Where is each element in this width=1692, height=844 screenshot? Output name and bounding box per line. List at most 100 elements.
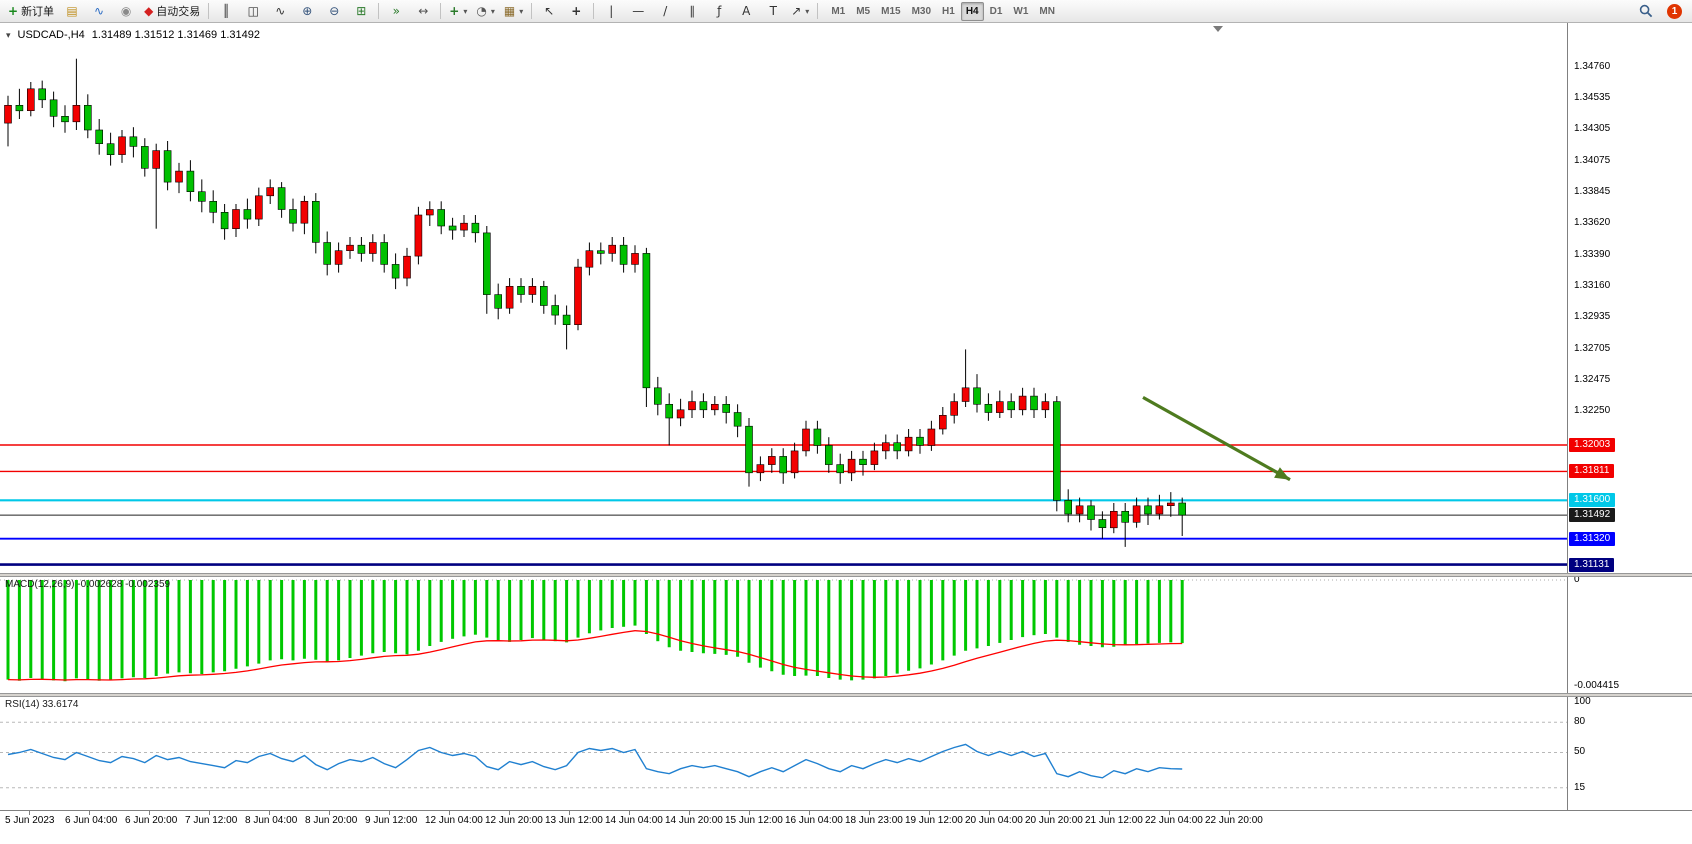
bar-chart-icon: ║ [222, 4, 230, 18]
rsi-scale-label: 15 [1574, 782, 1586, 793]
time-axis-tick [809, 811, 810, 815]
channel-button[interactable]: ∥ [679, 1, 705, 22]
caret-down-icon: ▾ [490, 6, 495, 16]
price-chart-canvas[interactable] [0, 23, 1567, 573]
arrows-button[interactable]: ↗ ▾ [787, 1, 813, 22]
chart-title: ▾ USDCAD-,H4 1.31489 1.31512 1.31469 1.3… [6, 29, 260, 41]
rsi-panel[interactable]: RSI(14) 33.6174 [0, 697, 1567, 810]
macd-scale-max: 0 [1574, 574, 1580, 585]
macd-canvas [0, 579, 1567, 682]
macd-label: MACD(12,26,9) -0.002628 -0.002359 [5, 579, 171, 590]
time-axis-label: 13 Jun 12:00 [545, 815, 603, 826]
search-button[interactable] [1633, 1, 1659, 22]
timeframe-m15-button[interactable]: M15 [881, 5, 901, 17]
macd-signal-line [7, 630, 1183, 681]
price-axis-label: 1.32475 [1574, 374, 1611, 385]
tick-chart-button[interactable]: ∿ [86, 1, 112, 22]
chart-shift-marker-icon [1213, 26, 1223, 32]
price-axis-label: 1.33390 [1574, 249, 1611, 260]
time-axis-label: 6 Jun 04:00 [65, 815, 118, 826]
candlestick-chart-button[interactable]: ◫ [240, 1, 266, 22]
one-click-trading-toggle[interactable]: ▾ [6, 29, 11, 40]
time-axis-label: 21 Jun 12:00 [1085, 815, 1143, 826]
sound-alert-icon: ◉ [120, 4, 132, 18]
zoom-out-button[interactable]: ⊖ [321, 1, 347, 22]
vertical-line-icon: | [609, 4, 614, 18]
label-icon: T [769, 4, 777, 18]
time-axis-label: 14 Jun 20:00 [665, 815, 723, 826]
price-axis-label: 1.32250 [1574, 405, 1611, 416]
timeframe-mn-button[interactable]: MN [1039, 5, 1055, 17]
main-chart-panel[interactable] [0, 23, 1567, 573]
zoom-in-button[interactable]: ⊕ [294, 1, 320, 22]
panel-splitter[interactable] [0, 693, 1692, 697]
price-tag: 1.31492 [1569, 508, 1616, 522]
timeframe-m5-button[interactable]: M5 [856, 5, 871, 17]
autotrading-button[interactable]: ◆ 自动交易 [140, 1, 204, 22]
caret-down-icon: ▾ [805, 6, 810, 16]
autotrading-icon: ◆ [144, 4, 154, 18]
tile-windows-button[interactable]: ⊞ [348, 1, 374, 22]
time-axis-tick [89, 811, 90, 815]
vertical-line-button[interactable]: | [598, 1, 624, 22]
time-axis-label: 5 Jun 2023 [5, 815, 55, 826]
horizontal-lines-layer [0, 444, 1567, 566]
tile-windows-icon: ⊞ [356, 4, 367, 18]
panel-splitter[interactable] [0, 573, 1692, 577]
toolbar-buttons: + 新订单 ▤ ∿ ◉ ◆ 自动交易 ║ ◫ ∿ ⊕ ⊖ ⊞» ↔ + ▾ ◔ ▾ ▦ ▾ ↖ + | — / ∥ ƒ A T ↗ ▾ [4, 1, 821, 22]
horizontal-line-button[interactable]: — [625, 1, 651, 22]
sound-alert-button[interactable]: ◉ [113, 1, 139, 22]
trend-arrow[interactable] [1142, 396, 1291, 482]
chart-shift-button[interactable]: ↔ [410, 1, 436, 22]
timeframe-w1-button[interactable]: W1 [1013, 5, 1029, 17]
chart-ohlc-quote: 1.31489 1.31512 1.31469 1.31492 [91, 29, 260, 41]
timeframe-d1-button[interactable]: D1 [989, 5, 1003, 17]
timeframe-h4-button[interactable]: H4 [960, 1, 984, 21]
time-axis-tick [389, 811, 390, 815]
price-axis[interactable]: 0 -0.004415 100 80 50 15 1.34760 1.34535 1… [1567, 23, 1692, 810]
time-axis-tick [629, 811, 630, 815]
templates-button[interactable]: ▦ ▾ [500, 1, 527, 22]
indicators-button[interactable]: + ▾ [445, 1, 471, 22]
caret-down-icon: ▾ [463, 6, 468, 16]
rsi-label: RSI(14) 33.6174 [5, 699, 79, 710]
text-button[interactable]: A [733, 1, 759, 22]
price-axis-label: 1.33845 [1574, 186, 1611, 197]
open-chart-button[interactable]: ▤ [59, 1, 85, 22]
toolbar-separator [593, 3, 595, 19]
time-axis-label: 18 Jun 23:00 [845, 815, 903, 826]
time-axis-label: 22 Jun 20:00 [1205, 815, 1263, 826]
fibonacci-icon: ƒ [717, 4, 722, 18]
rsi-canvas [0, 721, 1567, 789]
new-order-button[interactable]: + 新订单 [4, 1, 58, 22]
line-chart-button[interactable]: ∿ [267, 1, 293, 22]
crosshair-button[interactable]: + [563, 1, 589, 22]
fibonacci-button[interactable]: ƒ [706, 1, 732, 22]
notification-badge[interactable]: 1 [1667, 3, 1682, 19]
chart-symbol-timeframe: USDCAD-,H4 [17, 29, 85, 41]
search-icon [1639, 4, 1653, 18]
cursor-button[interactable]: ↖ [536, 1, 562, 22]
bar-chart-button[interactable]: ║ [213, 1, 239, 22]
periods-button[interactable]: ◔ ▾ [472, 1, 499, 22]
timeframe-h1-button[interactable]: H1 [942, 5, 955, 17]
auto-scroll-button[interactable]: » [383, 1, 409, 22]
macd-panel[interactable]: MACD(12,26,9) -0.002628 -0.002359 [0, 577, 1567, 693]
crosshair-icon: + [571, 4, 582, 18]
time-axis-label: 22 Jun 04:00 [1145, 815, 1203, 826]
trendline-button[interactable]: / [652, 1, 678, 22]
timeframe-m1-button[interactable]: M1 [831, 5, 846, 17]
price-axis-label: 1.33620 [1574, 217, 1611, 228]
time-axis-tick [1169, 811, 1170, 815]
timeframe-m30-button[interactable]: M30 [911, 5, 932, 17]
caret-down-icon: ▾ [519, 6, 524, 16]
periods-icon: ◔ [476, 4, 487, 18]
candles-layer [4, 58, 1186, 547]
time-axis[interactable]: 5 Jun 2023 6 Jun 04:00 6 Jun 20:00 7 Jun 12… [0, 810, 1692, 844]
label-button[interactable]: T [760, 1, 786, 22]
channel-icon: ∥ [689, 4, 696, 18]
time-axis-tick [689, 811, 690, 815]
time-axis-tick [269, 811, 270, 815]
auto-scroll-icon: » [392, 4, 400, 18]
